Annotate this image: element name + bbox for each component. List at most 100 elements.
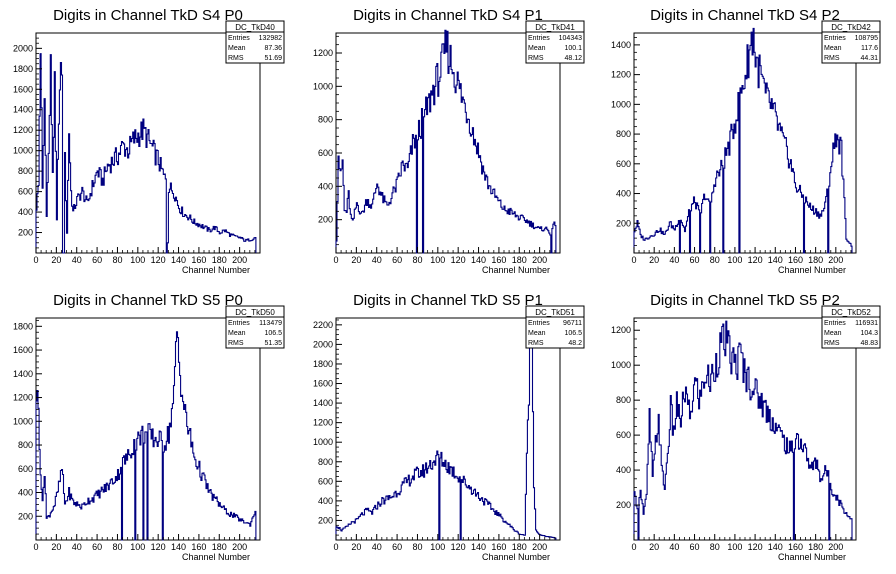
x-tick-label: 140	[768, 542, 783, 552]
x-tick-label: 20	[51, 542, 61, 552]
stats-label: RMS	[228, 340, 244, 347]
x-tick-label: 200	[532, 255, 547, 265]
histogram-panel-4: Digits in Channel TkD S5 P0 0 20 40 60 80 100 1…	[13, 292, 285, 562]
x-tick-label: 120	[151, 255, 166, 265]
y-tick-label: 200	[616, 218, 631, 228]
y-tick-label: 1600	[13, 345, 33, 355]
stats-label: RMS	[228, 55, 244, 62]
plot-frame	[335, 317, 561, 541]
y-tick-label: 1000	[313, 81, 333, 91]
x-tick-label: 100	[430, 542, 445, 552]
x-tick-label: 180	[808, 542, 823, 552]
y-tick-label: 800	[318, 115, 333, 125]
stats-name: DC_TkD40	[235, 23, 275, 32]
stats-label: Mean	[228, 330, 246, 337]
y-tick-label: 1000	[611, 360, 631, 370]
stats-label: RMS	[528, 340, 544, 347]
x-tick-label: 160	[191, 255, 206, 265]
chart-title: Digits in Channel TkD S5 P0	[53, 292, 243, 309]
stats-label: Entries	[824, 35, 846, 42]
x-tick-label: 40	[669, 542, 679, 552]
stats-name: DC_TkD42	[831, 23, 871, 32]
x-tick-label: 20	[351, 255, 361, 265]
x-tick-label: 200	[532, 542, 547, 552]
x-tick-label: 120	[748, 255, 763, 265]
y-tick-label: 400	[18, 488, 33, 498]
x-tick-label: 80	[112, 255, 122, 265]
x-tick-label: 140	[171, 255, 186, 265]
x-tick-label: 40	[72, 542, 82, 552]
stats-label: Entries	[824, 320, 846, 327]
x-tick-label: 0	[333, 255, 338, 265]
y-tick-label: 200	[318, 215, 333, 225]
y-tick-label: 400	[318, 496, 333, 506]
x-tick-label: 100	[727, 255, 742, 265]
stats-label: RMS	[528, 55, 544, 62]
stats-label: Entries	[228, 320, 250, 327]
y-tick-label: 800	[18, 166, 33, 176]
x-tick-label: 180	[512, 255, 527, 265]
x-tick-label: 100	[430, 255, 445, 265]
x-tick-label: 160	[788, 255, 803, 265]
y-tick-label: 200	[18, 511, 33, 521]
x-tick-label: 180	[512, 542, 527, 552]
x-tick-label: 80	[710, 542, 720, 552]
y-tick-label: 200	[616, 500, 631, 510]
stats-label: Mean	[824, 330, 842, 337]
x-tick-label: 120	[451, 255, 466, 265]
y-tick-label: 600	[318, 148, 333, 158]
y-tick-label: 1400	[611, 40, 631, 50]
x-axis-label: Channel Number	[182, 552, 250, 562]
histogram-panel-2: Digits in Channel TkD S4 P1 0 20 40 60 80 100 1…	[313, 7, 585, 275]
x-tick-label: 20	[649, 255, 659, 265]
y-tick-label: 1200	[313, 48, 333, 58]
histogram-panel-5: Digits in Channel TkD S5 P1 0 20 40 60 80 100 1…	[313, 292, 585, 562]
histogram-panel-1: Digits in Channel TkD S4 P0 0 20 40 60 80 100 1…	[13, 7, 285, 275]
stats-name: DC_TkD50	[235, 308, 275, 317]
x-tick-label: 60	[92, 542, 102, 552]
stats-value: 51.69	[264, 55, 282, 62]
chart-title: Digits in Channel TkD S4 P0	[53, 7, 243, 24]
x-tick-label: 100	[130, 255, 145, 265]
stats-value: 106.5	[264, 330, 282, 337]
y-tick-label: 2000	[13, 43, 33, 53]
y-tick-label: 1400	[13, 369, 33, 379]
y-tick-label: 600	[18, 187, 33, 197]
y-tick-label: 2200	[313, 320, 333, 330]
plot-frame	[633, 317, 857, 541]
stats-name: DC_TkD51	[535, 308, 575, 317]
x-tick-label: 60	[690, 255, 700, 265]
stats-value: 117.6	[861, 45, 878, 52]
stats-value: 100.1	[564, 45, 582, 52]
y-tick-label: 200	[318, 515, 333, 525]
x-tick-label: 180	[212, 542, 227, 552]
stats-value: 48.2	[568, 340, 582, 347]
histogram-line	[35, 53, 257, 254]
y-tick-label: 2000	[313, 339, 333, 349]
y-tick-label: 1600	[313, 379, 333, 389]
x-tick-label: 20	[649, 542, 659, 552]
y-tick-label: 800	[616, 395, 631, 405]
y-tick-label: 1400	[13, 105, 33, 115]
x-tick-label: 60	[92, 255, 102, 265]
stats-value: 44.31	[860, 55, 878, 62]
y-tick-label: 800	[616, 129, 631, 139]
x-tick-label: 80	[710, 255, 720, 265]
y-tick-label: 1400	[313, 398, 333, 408]
y-tick-label: 1200	[611, 325, 631, 335]
y-tick-label: 600	[616, 159, 631, 169]
stats-box	[225, 20, 285, 64]
histogram-line	[633, 320, 853, 541]
x-tick-label: 40	[72, 255, 82, 265]
stats-box	[225, 305, 285, 349]
stats-value: 104.3	[860, 330, 878, 337]
stats-value: 96711	[563, 320, 582, 327]
plot-frame	[633, 32, 857, 254]
stats-value: 116931	[855, 320, 878, 327]
y-tick-label: 600	[18, 464, 33, 474]
x-axis-label: Channel Number	[182, 265, 250, 275]
x-axis-label: Channel Number	[482, 265, 550, 275]
stats-label: Mean	[824, 45, 842, 52]
x-tick-label: 0	[33, 542, 38, 552]
